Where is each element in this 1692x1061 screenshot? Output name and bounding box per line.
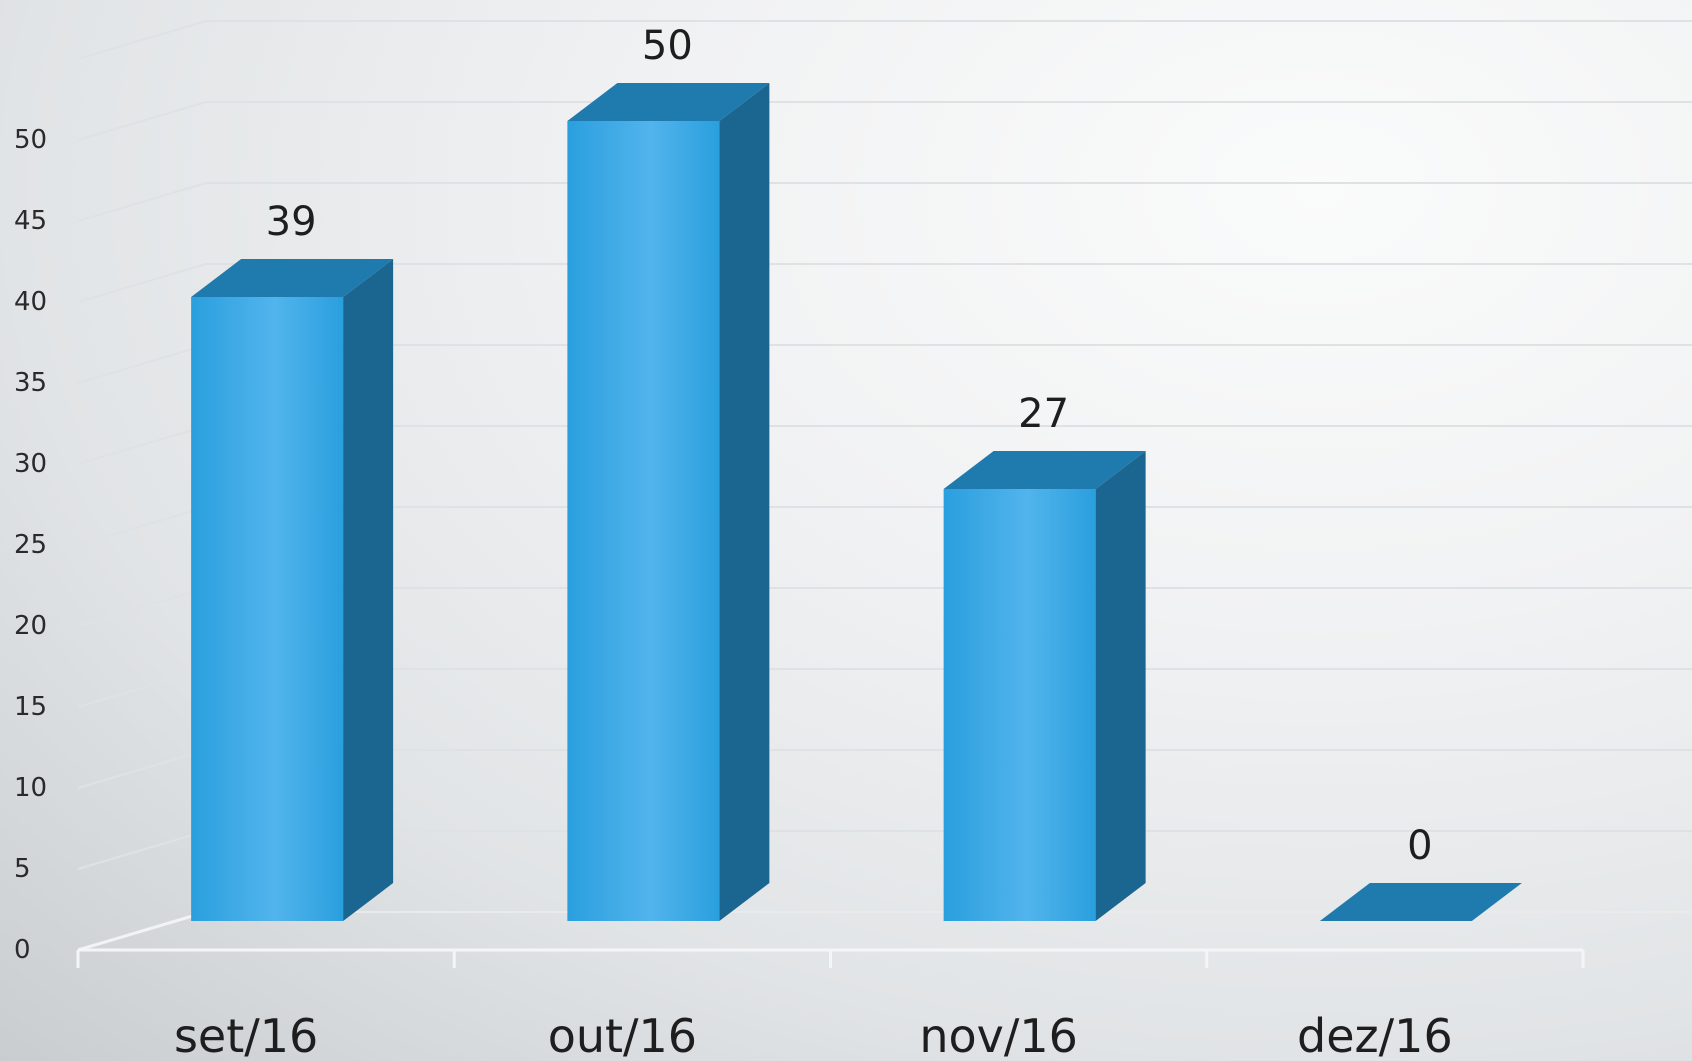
bar-top [567,83,770,121]
y-tick-label: 45 [14,206,47,236]
bar-front [567,121,720,921]
bar-side [343,259,394,921]
y-tick-label: 5 [14,854,31,884]
bar-top [1319,883,1522,921]
y-tick-label: 35 [14,368,47,398]
bar [567,83,770,921]
gridline-diagonal [77,668,207,708]
category-label: set/16 [174,1009,318,1061]
bar-side [719,83,770,921]
gridline-diagonal [77,830,207,870]
data-label: 39 [266,199,317,245]
y-tick-label: 50 [14,125,47,155]
y-tick-label: 15 [14,692,47,722]
gridline-diagonal [77,425,207,465]
gridline-diagonal [77,20,207,60]
bar-side [1095,451,1146,921]
bars [191,83,1522,921]
gridline-diagonal [77,344,207,384]
bar-top [943,451,1146,489]
category-label: dez/16 [1297,1009,1453,1061]
floor-edge [77,910,207,952]
bar-front [943,489,1096,921]
category-label: nov/16 [919,1009,1078,1061]
gridline-diagonal [77,749,207,789]
y-tick-label: 40 [14,287,47,317]
gridline-diagonal [77,263,207,303]
bar-front [191,297,344,921]
data-label: 0 [1407,823,1432,869]
y-tick-label: 20 [14,611,47,641]
data-label: 50 [642,23,693,69]
bar [1319,883,1522,921]
bar-top [191,259,394,297]
data-label: 27 [1018,391,1069,437]
bar [191,259,394,921]
gridline-diagonal [77,182,207,222]
y-tick-label: 0 [14,935,31,965]
category-label: out/16 [548,1009,697,1061]
gridline-diagonal [77,101,207,141]
y-tick-label: 30 [14,449,47,479]
y-tick-label: 25 [14,530,47,560]
labels: 0 5 10 15 20 25 30 35 40 45 50 39 set/16 50 out/16 27 no… [14,23,1453,1061]
bar [943,451,1146,921]
gridline-diagonal [77,506,207,546]
gridline-diagonal [77,587,207,627]
y-tick-label: 10 [14,773,47,803]
